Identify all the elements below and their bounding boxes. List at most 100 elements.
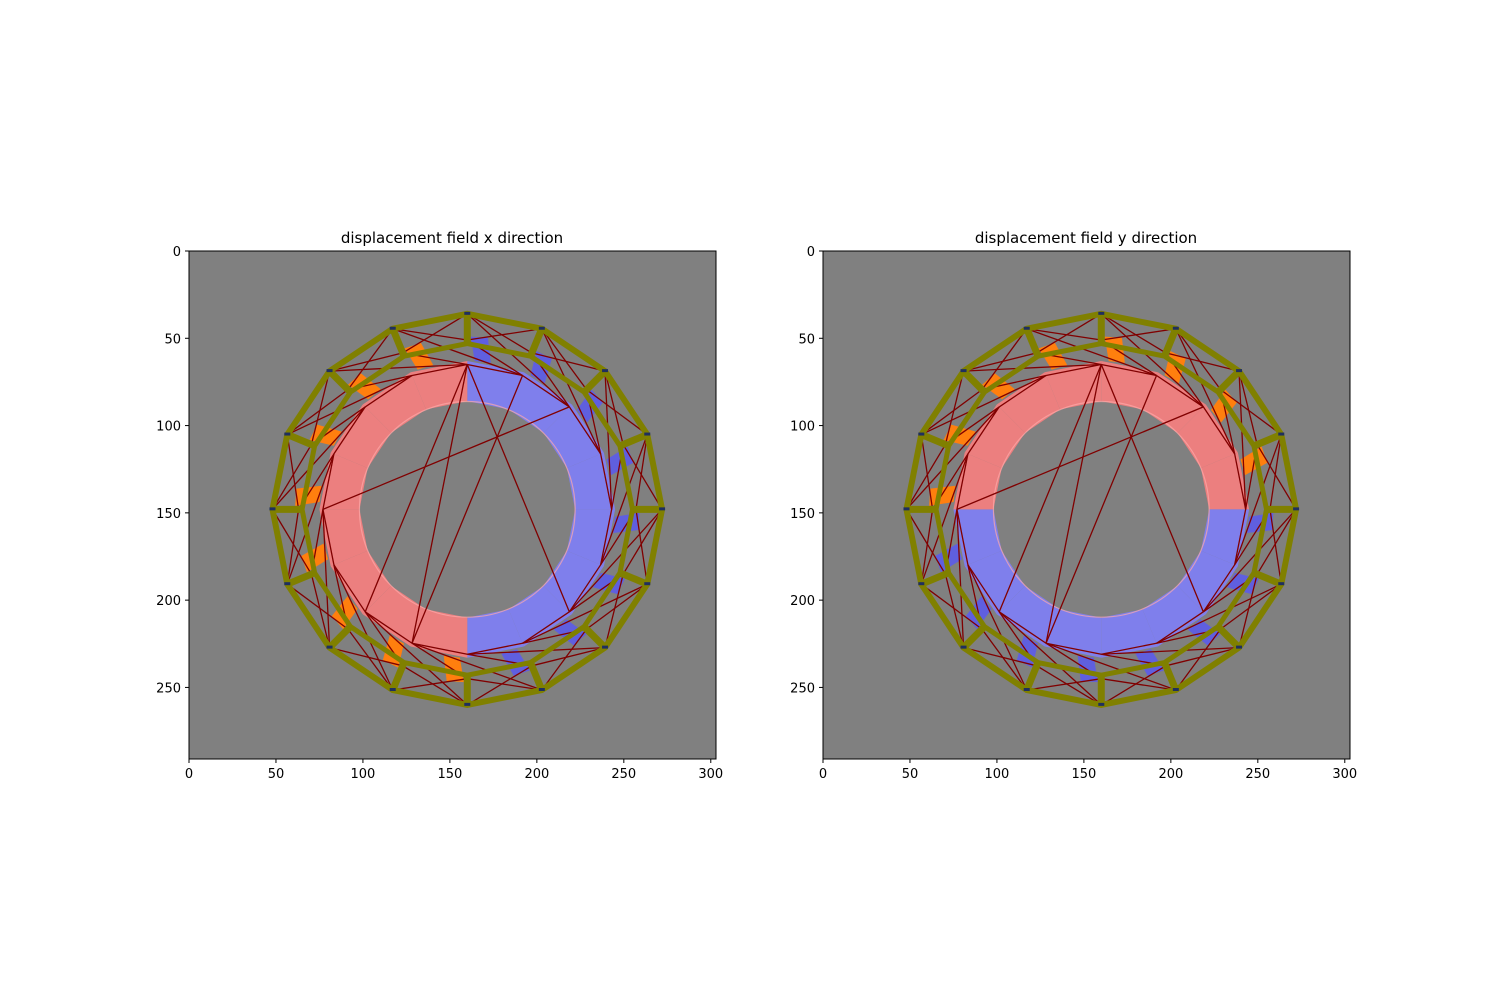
mesh-edge (531, 352, 606, 372)
mesh-edge (1202, 564, 1236, 613)
mesh-edge (998, 611, 1102, 706)
mesh-edge (411, 375, 524, 644)
mesh-edge (998, 374, 1047, 408)
node-marker (960, 645, 967, 649)
node-marker (464, 702, 471, 706)
mesh-edge (1165, 352, 1240, 372)
mesh-edge (286, 453, 335, 585)
x-tick-label: 200 (524, 767, 549, 782)
frame-strut (1215, 368, 1242, 395)
mesh-edge (586, 583, 648, 630)
mesh-edge (604, 371, 613, 510)
mesh-edge (568, 508, 663, 613)
mesh-edge (1220, 583, 1282, 630)
y-tick-label: 150 (790, 507, 815, 522)
mesh-edge (322, 509, 331, 648)
mesh-edge (1234, 434, 1282, 566)
mesh-edge (921, 374, 1047, 436)
node-marker (644, 432, 651, 436)
frame-strut (1023, 327, 1042, 358)
mesh-edge (322, 509, 335, 565)
mesh-edge (1036, 665, 1102, 706)
mesh-edge (364, 364, 468, 613)
node-marker (1098, 311, 1105, 315)
mesh-edge (905, 509, 946, 575)
mesh-edge (586, 389, 648, 436)
mesh-edge (1026, 328, 1157, 377)
mesh-edge (920, 453, 969, 585)
node-marker (326, 369, 333, 373)
node-marker (1023, 688, 1030, 692)
mesh-edge (333, 406, 366, 455)
mesh-edge (635, 434, 648, 510)
node-marker (284, 582, 291, 586)
y-tick-label: 0 (807, 245, 815, 260)
mesh-edge (287, 374, 413, 436)
mesh-edge (1045, 363, 1102, 377)
mesh-edge (466, 665, 533, 706)
frame-strut (1252, 569, 1283, 588)
mesh-edge (1045, 642, 1102, 655)
mesh-edge (600, 453, 613, 510)
mesh-edge (1256, 509, 1297, 575)
mesh-edge (531, 646, 606, 667)
frame-strut (581, 624, 608, 651)
mesh-edge (1256, 444, 1297, 510)
y-tick-label: 100 (790, 420, 815, 435)
frame-strut (581, 368, 608, 395)
y-tick-label: 0 (173, 245, 181, 260)
mesh-edge (920, 583, 983, 630)
mesh-edge (981, 628, 1028, 691)
node-marker (1172, 688, 1179, 692)
mesh-edge (1100, 313, 1167, 354)
panel-x-direction: displacement field x direction 0 50 100 150… (156, 229, 723, 782)
mesh-edge (272, 406, 366, 510)
node-marker (644, 582, 651, 586)
mesh-edge (541, 328, 588, 391)
frame-strut (327, 624, 353, 651)
mesh-edge (1101, 642, 1157, 655)
frame-strut (389, 661, 408, 692)
mesh-edge (467, 678, 542, 691)
frame-strut (527, 661, 546, 692)
mesh-edge (364, 611, 468, 706)
mesh-edge (963, 646, 1037, 667)
mesh-edge (1156, 374, 1204, 408)
mesh-edge (322, 406, 570, 510)
mesh-edge (329, 646, 403, 667)
frame-strut (919, 569, 950, 588)
mesh-edge (329, 352, 403, 372)
mesh-edge (522, 583, 648, 644)
mesh-edge (1045, 364, 1102, 644)
mesh-edge (944, 370, 965, 445)
mesh-edge (467, 328, 542, 341)
mesh-edge (411, 642, 543, 691)
mesh-edge (1220, 389, 1282, 436)
mesh-edge (1202, 406, 1236, 455)
node-marker (1023, 326, 1030, 330)
mesh-edge (1175, 628, 1222, 691)
mesh-edge (604, 370, 624, 445)
x-tick-label: 50 (902, 767, 919, 782)
frame-strut (389, 327, 408, 358)
mesh-edge (568, 564, 602, 613)
node-marker (602, 369, 609, 373)
node-marker (389, 326, 396, 330)
mesh-edge (905, 444, 946, 510)
mesh-edge (1100, 364, 1204, 613)
x-tick-label: 250 (611, 767, 636, 782)
mesh-edge (920, 509, 934, 585)
mesh-edge (411, 364, 468, 644)
mesh-edge (1026, 678, 1102, 691)
y-tick-label: 250 (790, 681, 815, 696)
mesh-edge (1238, 371, 1247, 510)
node-marker (602, 645, 609, 649)
mesh-edge (1045, 375, 1158, 644)
mesh-edge (347, 328, 394, 391)
mesh-edge (1269, 434, 1282, 510)
mesh-edge (956, 406, 1204, 510)
frame-strut (618, 431, 649, 450)
mesh-edge (522, 374, 570, 408)
frame-strut (1161, 327, 1180, 358)
x-tick-label: 200 (1158, 767, 1183, 782)
